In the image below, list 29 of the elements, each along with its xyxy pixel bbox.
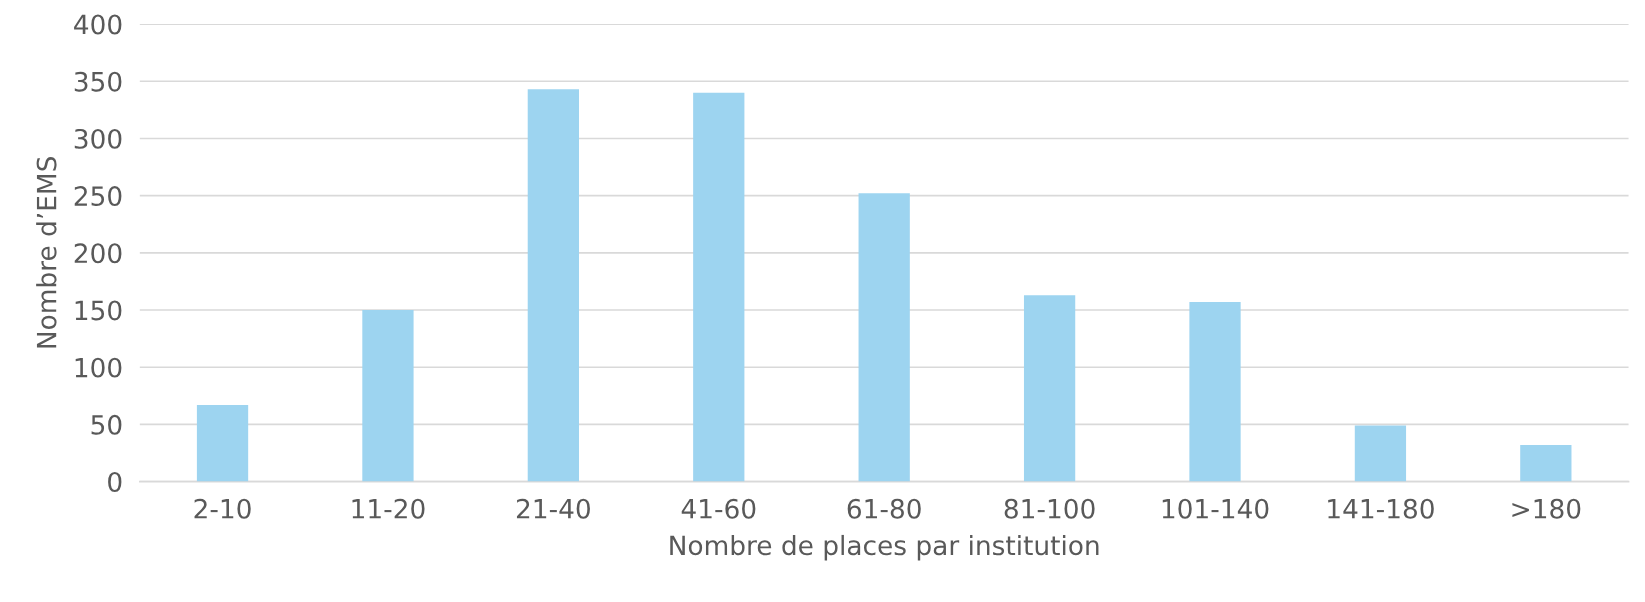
bar <box>362 310 414 482</box>
x-tick-label: 21-40 <box>516 498 590 519</box>
y-tick-label: 350 <box>74 71 122 92</box>
bar <box>196 404 249 482</box>
bar <box>693 92 745 482</box>
bar <box>1354 425 1407 482</box>
y-tick-label: 150 <box>75 300 122 321</box>
y-tick-label: 300 <box>74 128 122 149</box>
y-tick-label: 200 <box>74 243 122 264</box>
x-tick-label: 41-60 <box>681 498 756 519</box>
y-tick-label: 400 <box>74 14 122 35</box>
x-axis-title: Nombre de places par institution <box>670 534 1099 561</box>
x-tick-label: 11-20 <box>352 498 425 519</box>
bar <box>1023 295 1076 482</box>
x-tick-label: 2-10 <box>194 498 251 519</box>
y-axis-title: Nombre d’EMS <box>36 157 57 348</box>
x-tick-label: >180 <box>1512 498 1581 519</box>
x-tick-label: 81-100 <box>1004 498 1095 519</box>
y-tick-label: 250 <box>74 186 122 207</box>
y-tick-label: 50 <box>91 414 122 435</box>
x-tick-label: 101-140 <box>1162 498 1269 519</box>
y-tick-label: 100 <box>75 357 122 378</box>
y-tick-label: 0 <box>108 472 122 492</box>
bar <box>858 193 910 482</box>
bar <box>1189 302 1241 482</box>
x-tick-label: 61-80 <box>847 498 921 519</box>
bar <box>1520 445 1572 482</box>
x-tick-label: 141-180 <box>1328 498 1434 519</box>
bar <box>527 89 579 482</box>
